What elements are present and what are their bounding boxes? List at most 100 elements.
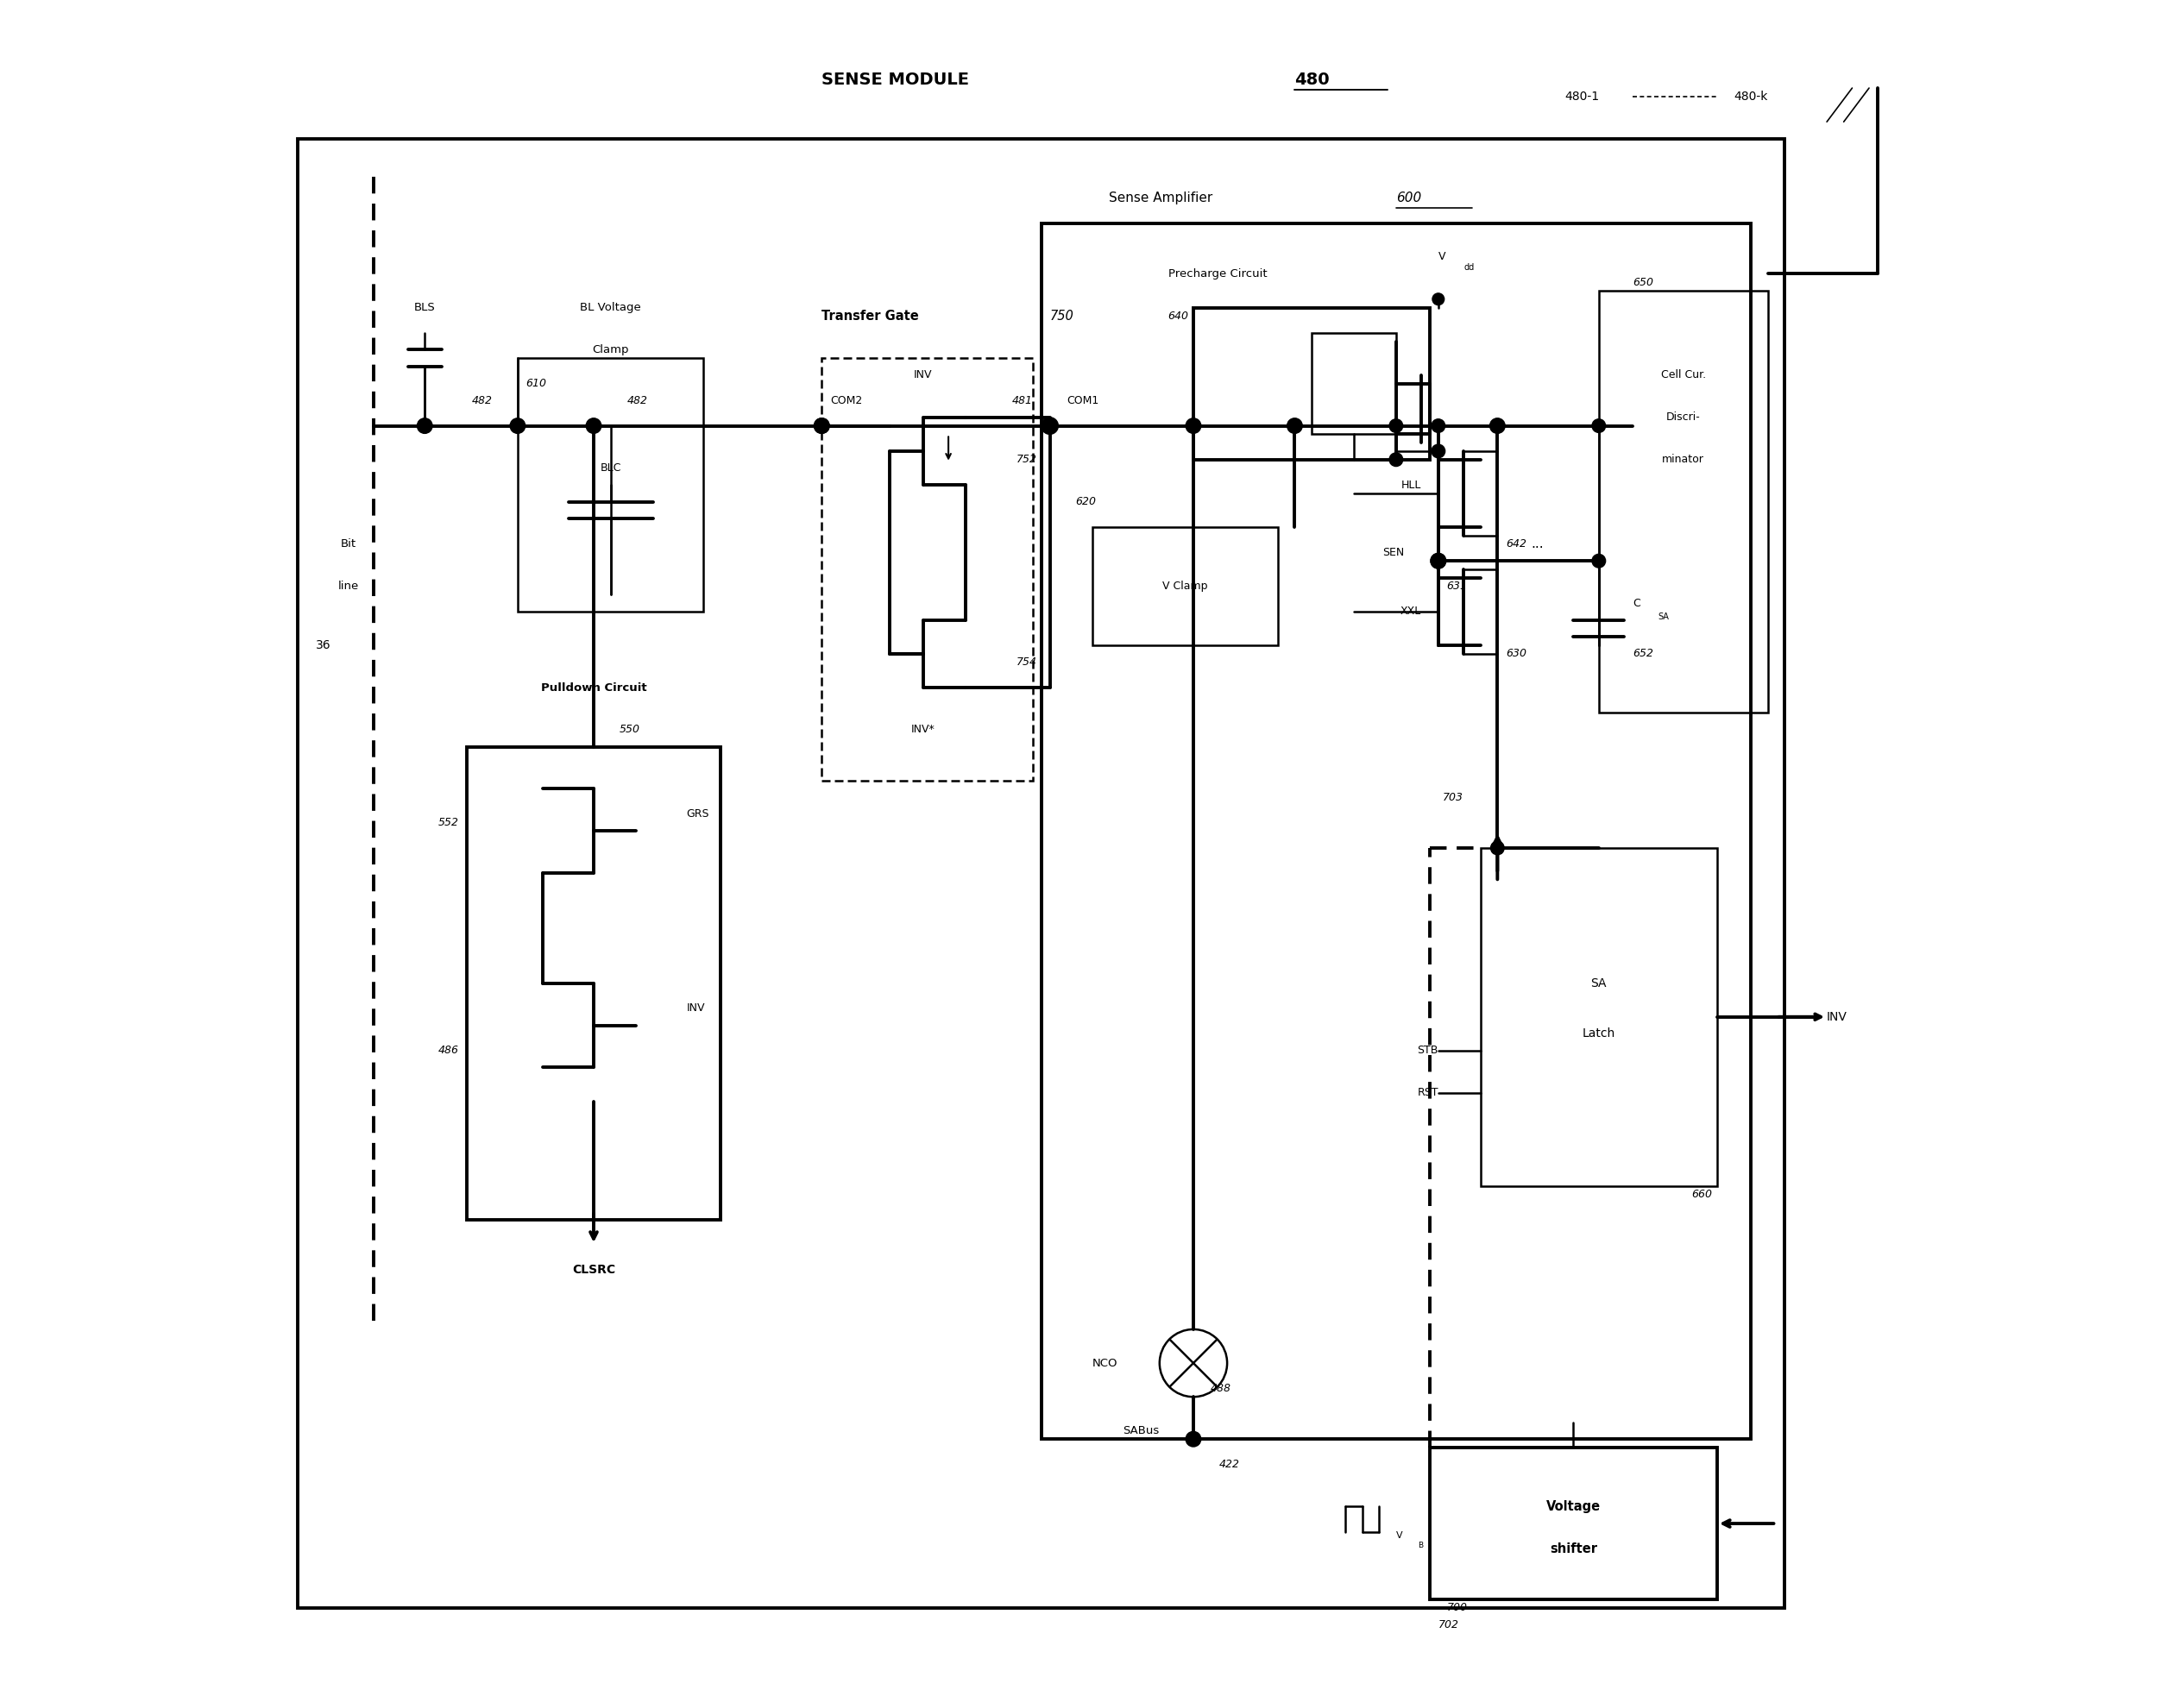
Circle shape: [1186, 1431, 1201, 1447]
Circle shape: [1492, 841, 1505, 855]
Bar: [1431, 1447, 1717, 1599]
Circle shape: [1433, 293, 1444, 305]
Circle shape: [585, 419, 601, 434]
Text: dd: dd: [1463, 263, 1474, 271]
Text: 552: 552: [437, 817, 459, 828]
Text: 550: 550: [618, 724, 640, 736]
Text: Sense Amplifier: Sense Amplifier: [1109, 192, 1216, 204]
Text: HLL: HLL: [1402, 480, 1422, 490]
Circle shape: [1592, 419, 1605, 432]
Circle shape: [1431, 419, 1446, 432]
Text: C: C: [1634, 597, 1640, 609]
Text: 631: 631: [1446, 580, 1468, 592]
Text: GRS: GRS: [686, 809, 710, 819]
Text: 702: 702: [1439, 1620, 1459, 1630]
Text: INV: INV: [913, 370, 933, 380]
Text: 36: 36: [317, 639, 332, 651]
Text: shifter: shifter: [1551, 1542, 1597, 1555]
Text: 700: 700: [1446, 1603, 1468, 1613]
Bar: [1042, 224, 1752, 1440]
Bar: [518, 358, 703, 612]
Text: Transfer Gate: Transfer Gate: [821, 310, 919, 322]
Text: 482: 482: [472, 395, 491, 405]
Text: COM1: COM1: [1066, 395, 1099, 405]
Text: Cell Cur.: Cell Cur.: [1660, 370, 1706, 380]
Text: 600: 600: [1396, 192, 1422, 204]
Text: 750: 750: [1051, 310, 1075, 322]
Text: 660: 660: [1693, 1189, 1712, 1199]
Text: V: V: [1396, 1531, 1402, 1540]
Circle shape: [1286, 419, 1302, 434]
Text: V Clamp: V Clamp: [1162, 580, 1208, 592]
Text: ...: ...: [1531, 538, 1544, 551]
Text: SA: SA: [1658, 612, 1669, 621]
Text: Voltage: Voltage: [1546, 1501, 1601, 1513]
Text: 488: 488: [1210, 1382, 1232, 1394]
Text: Bit: Bit: [341, 538, 356, 550]
Bar: [1481, 848, 1717, 1186]
Text: 650: 650: [1634, 276, 1653, 288]
Text: 422: 422: [1219, 1459, 1238, 1470]
Circle shape: [1431, 553, 1446, 568]
Text: 482: 482: [627, 395, 649, 405]
Circle shape: [1431, 444, 1446, 458]
Text: BLS: BLS: [415, 302, 435, 314]
Text: SENSE MODULE: SENSE MODULE: [821, 71, 974, 88]
Text: 640: 640: [1168, 310, 1188, 322]
Text: SABus: SABus: [1123, 1425, 1160, 1437]
Text: B: B: [1417, 1542, 1424, 1550]
Text: 486: 486: [437, 1045, 459, 1057]
Text: Clamp: Clamp: [592, 344, 629, 356]
Text: Pulldown Circuit: Pulldown Circuit: [542, 682, 646, 694]
Text: INV: INV: [686, 1002, 705, 1014]
Bar: [1599, 290, 1767, 712]
Text: minator: minator: [1662, 455, 1704, 465]
Bar: [297, 139, 1784, 1608]
Text: 752: 752: [1016, 455, 1037, 465]
Text: 703: 703: [1444, 792, 1463, 802]
Text: Precharge Circuit: Precharge Circuit: [1168, 268, 1267, 280]
Bar: [1092, 527, 1278, 646]
Bar: [1192, 307, 1431, 460]
Circle shape: [511, 419, 524, 434]
Text: 480-k: 480-k: [1734, 90, 1767, 102]
Text: 480: 480: [1295, 71, 1330, 88]
Bar: [1313, 332, 1396, 434]
Circle shape: [815, 419, 830, 434]
Bar: [821, 358, 1033, 780]
Circle shape: [1389, 419, 1402, 432]
Text: 480-1: 480-1: [1566, 90, 1599, 102]
Text: CLSRC: CLSRC: [572, 1264, 616, 1277]
Text: COM2: COM2: [830, 395, 863, 405]
Circle shape: [1186, 419, 1201, 434]
Text: STB: STB: [1417, 1045, 1439, 1057]
Text: line: line: [339, 580, 358, 592]
Text: BLC: BLC: [601, 463, 620, 473]
Text: NCO: NCO: [1092, 1357, 1118, 1369]
Text: 754: 754: [1016, 656, 1037, 668]
Text: 630: 630: [1507, 648, 1527, 660]
Circle shape: [1489, 419, 1505, 434]
Text: 481: 481: [1011, 395, 1033, 405]
Text: 610: 610: [526, 378, 546, 388]
Circle shape: [1431, 553, 1446, 568]
Text: 652: 652: [1634, 648, 1653, 660]
Text: XXL: XXL: [1400, 605, 1422, 617]
Text: 642: 642: [1507, 538, 1527, 550]
Text: SEN: SEN: [1382, 546, 1404, 558]
Text: V: V: [1439, 251, 1446, 263]
Circle shape: [417, 419, 432, 434]
Text: BL Voltage: BL Voltage: [581, 302, 642, 314]
Bar: [467, 746, 721, 1219]
Circle shape: [815, 419, 830, 434]
Circle shape: [1389, 453, 1402, 466]
Text: RST: RST: [1417, 1087, 1439, 1099]
Text: Latch: Latch: [1581, 1028, 1616, 1040]
Text: 620: 620: [1075, 497, 1096, 507]
Text: INV: INV: [1826, 1011, 1848, 1023]
Circle shape: [1592, 555, 1605, 568]
Text: SA: SA: [1590, 977, 1607, 989]
Text: Discri-: Discri-: [1666, 412, 1701, 422]
Text: INV*: INV*: [911, 724, 935, 736]
Circle shape: [1042, 417, 1059, 434]
